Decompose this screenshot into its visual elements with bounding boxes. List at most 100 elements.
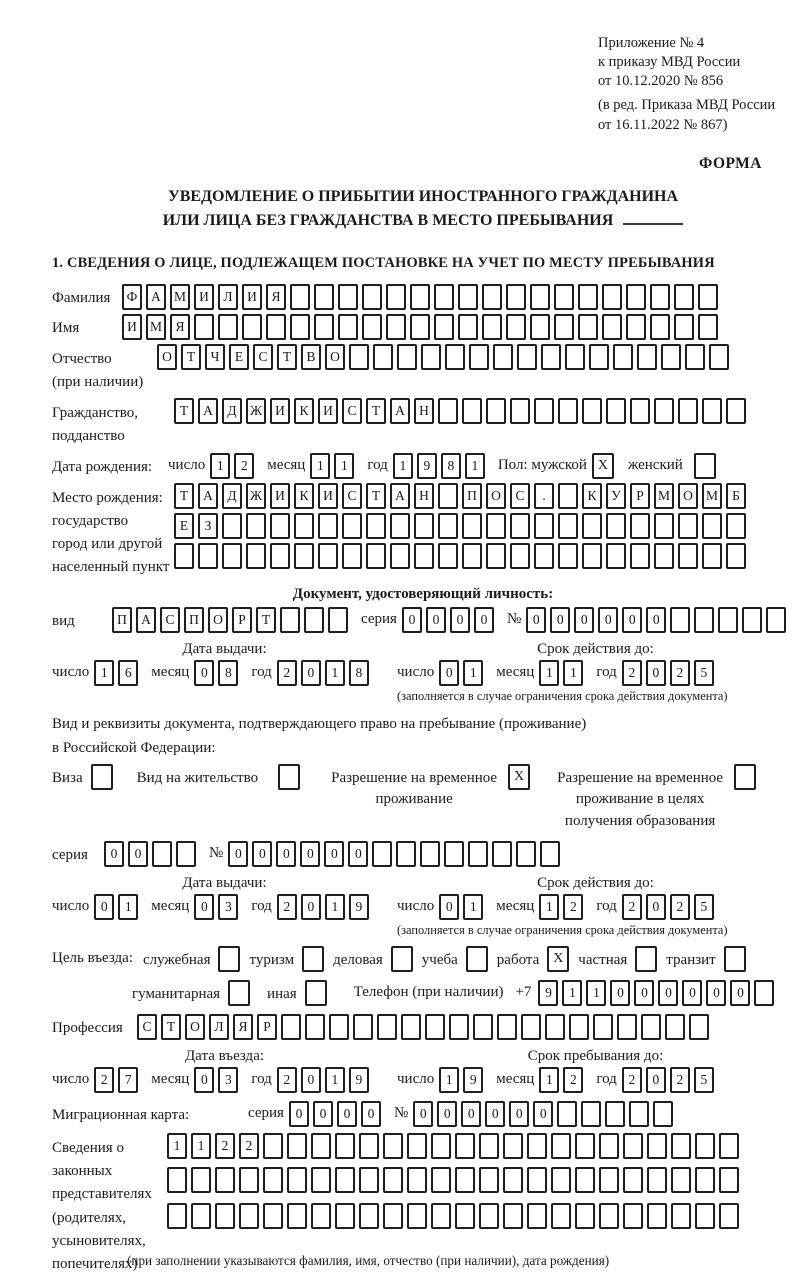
char-cell[interactable] (695, 1166, 715, 1193)
char-cell[interactable]: 1 (562, 979, 583, 1006)
char-cell[interactable] (458, 313, 478, 340)
purpose-tourism-checkbox[interactable] (302, 945, 325, 972)
char-cell[interactable] (685, 343, 705, 370)
char-cell[interactable] (670, 606, 691, 633)
char-cell[interactable]: 0 (300, 893, 321, 920)
char-cell[interactable]: Ж (246, 482, 266, 509)
char-cell[interactable]: 0 (598, 606, 619, 633)
char-cell[interactable]: 0 (324, 840, 345, 867)
char-cell[interactable] (329, 1013, 349, 1040)
char-cell[interactable] (407, 1132, 427, 1159)
char-cell[interactable] (647, 1132, 667, 1159)
char-cell[interactable]: 9 (463, 1066, 484, 1093)
char-cell[interactable]: 0 (288, 1100, 309, 1127)
char-cell[interactable]: 1 (334, 452, 355, 479)
char-cell[interactable]: 8 (348, 659, 369, 686)
char-cell[interactable]: 5 (693, 1066, 714, 1093)
char-cell[interactable] (377, 1013, 397, 1040)
char-cell[interactable] (318, 512, 338, 539)
char-cell[interactable] (551, 1132, 571, 1159)
char-cell[interactable]: Т (256, 606, 276, 633)
char-cell[interactable] (503, 1132, 523, 1159)
char-cell[interactable]: 0 (194, 893, 215, 920)
char-cell[interactable]: 0 (194, 1066, 215, 1093)
char-cell[interactable] (719, 1166, 739, 1193)
char-cell[interactable] (383, 1202, 403, 1229)
char-cell[interactable] (702, 398, 722, 425)
char-cell[interactable] (641, 1013, 661, 1040)
temp-residence-education-checkbox[interactable] (734, 763, 757, 790)
char-cell[interactable]: Т (366, 482, 386, 509)
char-cell[interactable] (606, 542, 626, 569)
char-cell[interactable]: Е (229, 343, 249, 370)
purpose-business-checkbox[interactable] (390, 945, 413, 972)
char-cell[interactable] (698, 283, 718, 310)
char-cell[interactable]: У (606, 482, 626, 509)
char-cell[interactable] (630, 542, 650, 569)
char-cell[interactable] (575, 1166, 595, 1193)
char-cell[interactable] (503, 1166, 523, 1193)
char-cell[interactable] (718, 606, 739, 633)
char-cell[interactable]: 0 (94, 893, 115, 920)
char-cell[interactable]: И (270, 482, 290, 509)
char-cell[interactable] (410, 283, 430, 310)
char-cell[interactable]: 6 (118, 659, 139, 686)
char-cell[interactable]: Р (630, 482, 650, 509)
char-cell[interactable] (342, 542, 362, 569)
char-cell[interactable]: 2 (621, 659, 642, 686)
char-cell[interactable] (414, 542, 434, 569)
char-cell[interactable]: 1 (563, 659, 584, 686)
char-cell[interactable] (372, 840, 393, 867)
char-cell[interactable] (246, 512, 266, 539)
char-cell[interactable] (534, 398, 554, 425)
char-cell[interactable]: 1 (439, 1066, 460, 1093)
char-cell[interactable] (654, 398, 674, 425)
char-cell[interactable] (281, 1013, 301, 1040)
char-cell[interactable] (246, 542, 266, 569)
char-cell[interactable] (266, 313, 286, 340)
char-cell[interactable]: И (122, 313, 142, 340)
char-cell[interactable]: 3 (218, 1066, 239, 1093)
char-cell[interactable] (215, 1166, 235, 1193)
char-cell[interactable]: 0 (473, 606, 494, 633)
char-cell[interactable] (239, 1166, 259, 1193)
char-cell[interactable] (516, 840, 537, 867)
char-cell[interactable]: И (242, 283, 262, 310)
char-cell[interactable]: 2 (215, 1132, 235, 1159)
char-cell[interactable] (630, 398, 650, 425)
char-cell[interactable] (678, 542, 698, 569)
char-cell[interactable] (396, 840, 417, 867)
char-cell[interactable]: Р (257, 1013, 277, 1040)
char-cell[interactable]: 0 (439, 659, 460, 686)
char-cell[interactable]: 0 (104, 840, 124, 867)
char-cell[interactable]: Т (366, 398, 386, 425)
char-cell[interactable]: 0 (645, 893, 666, 920)
char-cell[interactable] (510, 542, 530, 569)
char-cell[interactable] (674, 313, 694, 340)
char-cell[interactable] (414, 512, 434, 539)
char-cell[interactable] (314, 283, 334, 310)
char-cell[interactable]: 3 (218, 893, 239, 920)
char-cell[interactable] (386, 283, 406, 310)
char-cell[interactable]: 0 (413, 1100, 434, 1127)
char-cell[interactable]: А (390, 398, 410, 425)
char-cell[interactable]: Я (170, 313, 190, 340)
char-cell[interactable]: 1 (392, 452, 413, 479)
char-cell[interactable]: 0 (730, 979, 751, 1006)
char-cell[interactable]: 2 (563, 1066, 584, 1093)
char-cell[interactable]: 0 (437, 1100, 458, 1127)
purpose-private-checkbox[interactable] (635, 945, 658, 972)
char-cell[interactable] (602, 283, 622, 310)
char-cell[interactable] (410, 313, 430, 340)
char-cell[interactable]: 1 (586, 979, 607, 1006)
char-cell[interactable] (558, 512, 578, 539)
char-cell[interactable] (431, 1202, 451, 1229)
char-cell[interactable] (702, 512, 722, 539)
char-cell[interactable]: Н (414, 482, 434, 509)
char-cell[interactable]: 0 (645, 659, 666, 686)
char-cell[interactable]: 1 (191, 1132, 211, 1159)
char-cell[interactable] (695, 1202, 715, 1229)
char-cell[interactable]: Д (222, 398, 242, 425)
char-cell[interactable]: 1 (310, 452, 331, 479)
char-cell[interactable] (455, 1132, 475, 1159)
